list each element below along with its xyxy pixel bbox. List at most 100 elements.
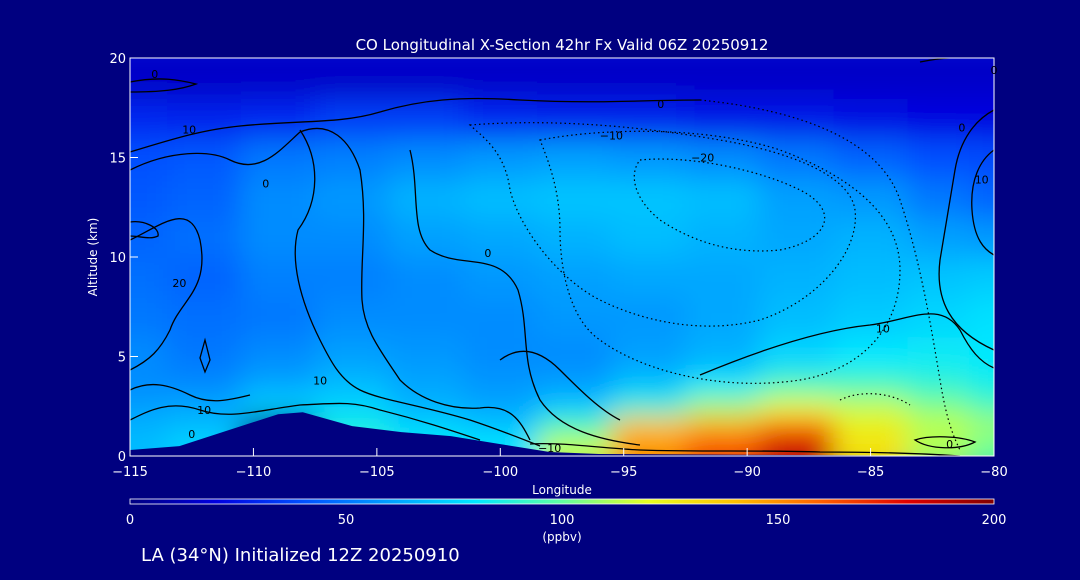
heatmap-cell [611,137,687,179]
y-axis: 0 5 10 15 20 [109,52,138,465]
heatmap-cell [167,58,243,99]
heatmap-cell [537,257,613,298]
contour-line [199,337,211,374]
heatmap-cell [969,416,994,438]
colorbar-tick-label: 100 [550,513,575,528]
heatmap-cell [537,97,613,139]
contour-line [294,129,541,447]
heatmap-cell [969,396,994,418]
heatmap-cell [907,396,971,418]
x-tick-label: −95 [610,465,637,480]
heatmap-cell [907,217,971,258]
heatmap-cell [241,58,317,99]
heatmap-cell [685,396,761,418]
heatmap-cell [537,336,613,373]
contour-label: 0 [188,428,195,441]
heatmap-cell [315,371,391,398]
contour-label: 0 [991,64,998,77]
heatmap-cell [907,58,971,99]
contour-label: 10 [182,124,196,137]
heatmap-cell [833,436,909,456]
heatmap-cell [167,137,243,179]
heatmap-cell [130,177,168,219]
contour-label: 10 [197,404,211,417]
heatmap-cell [833,296,909,338]
heatmap-cell [389,137,465,179]
heatmap-cell [969,296,994,338]
heatmap-cell [611,217,687,258]
heatmap-cell [611,371,687,398]
heatmap-cell [389,97,465,139]
heatmap-cell [241,177,317,219]
heatmap-cell [167,371,243,398]
heatmap-cell [389,336,465,373]
heatmap-cell [241,257,317,298]
heatmap-cell [315,336,391,373]
contour-line [938,109,994,351]
contour-label: 10 [876,323,890,336]
x-tick-label: −110 [236,465,272,480]
heatmap-cell [833,97,909,139]
co-contour-lines [130,58,994,456]
heatmap-cell [685,217,761,258]
heatmap-cell [759,257,835,298]
heatmap-cell [537,396,613,418]
heatmap-cell [969,137,994,179]
heatmap-cell [315,296,391,338]
heatmap-cell [759,137,835,179]
heatmap-cell [759,336,835,373]
contour-label: 0 [958,122,965,135]
x-tick-label: −115 [112,465,148,480]
heatmap-cell [969,257,994,298]
y-tick-label: 0 [118,450,126,465]
heatmap-cell [611,257,687,298]
heatmap-cell [463,177,539,219]
heatmap-cell [833,177,909,219]
x-axis-label: Longitude [532,483,592,497]
heatmap-cell [759,177,835,219]
heatmap-cell [463,257,539,298]
heatmap-cell [463,396,539,418]
heatmap-cell [130,296,168,338]
heatmap-cell [969,371,994,398]
heatmap-cell [759,58,835,99]
contour-line [499,350,621,421]
contour-label: 0 [151,68,158,81]
colorbar [129,498,995,505]
heatmap-cell [907,416,971,438]
x-tick-label: −85 [857,465,884,480]
contour-label: 0 [946,438,953,451]
heatmap-cell [907,177,971,219]
heatmap-cell [537,58,613,99]
heatmap-cell [537,416,613,438]
heatmap-cell [315,58,391,99]
heatmap-cell [463,97,539,139]
contour-label: −10 [600,130,623,143]
heatmap-cell [167,97,243,139]
heatmap-cell [969,58,994,99]
colorbar-units: (ppbv) [542,530,581,544]
heatmap-cell [833,371,909,398]
heatmap-cell [611,396,687,418]
contour-line [529,442,961,456]
colorbar-tick-label: 150 [766,513,791,528]
contour-label: 0 [657,98,664,111]
heatmap-cell [833,217,909,258]
contour-label: 20 [172,277,186,290]
heatmap-cell [759,416,835,438]
colorbar-tick-label: 0 [126,513,134,528]
heatmap-cell [833,58,909,99]
heatmap-cell [969,217,994,258]
chart-title: CO Longitudinal X-Section 42hr Fx Valid … [356,36,769,54]
heatmap-cell [130,257,168,298]
heatmap-cell [685,97,761,139]
negative-contour-lines [468,99,961,451]
heatmap-cell [611,416,687,438]
y-tick-label: 15 [109,152,126,167]
contour-label: 10 [975,173,989,186]
heatmap-cell [759,296,835,338]
heatmap-cell [759,217,835,258]
contour-line [130,127,531,441]
heatmap-cell [833,257,909,298]
